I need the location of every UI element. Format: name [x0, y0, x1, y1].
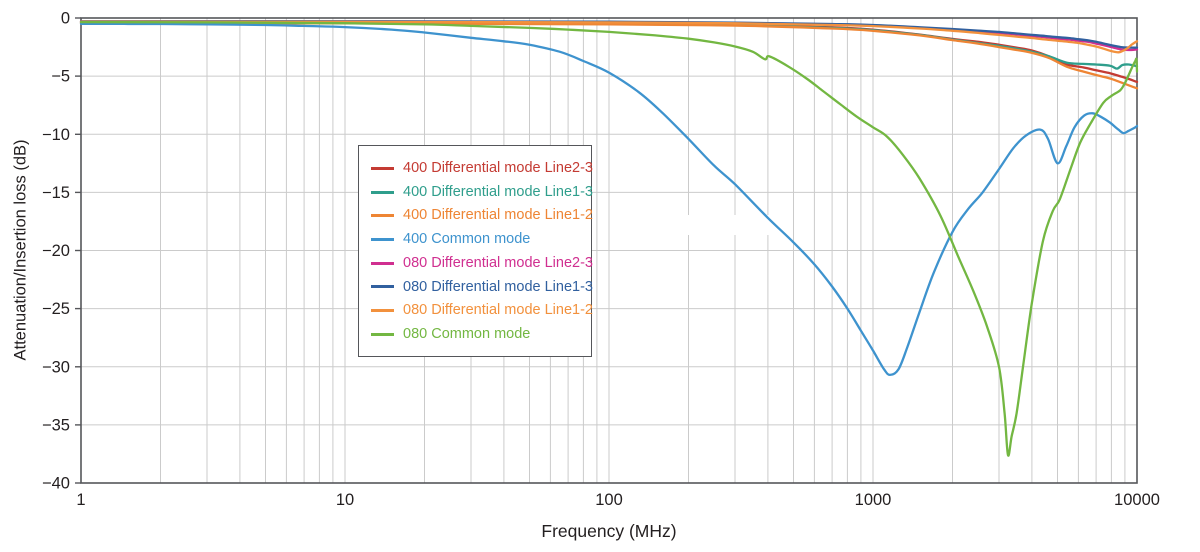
- legend: 400 Differential mode Line2-3 400 Differe…: [358, 145, 593, 357]
- y-tick-label: −40: [42, 475, 70, 493]
- series-line-080-differential-mode-line1-2: [79, 20, 1139, 54]
- series-line-400-common-mode: [79, 22, 1139, 377]
- y-tick-label: 0: [61, 10, 70, 28]
- legend-item: 080 Differential mode Line1-3: [371, 275, 593, 299]
- x-tick-label: 10000: [1114, 491, 1160, 509]
- legend-label: 400 Common mode: [403, 231, 531, 248]
- watermark-artifact: [683, 215, 775, 235]
- y-axis-title: Attenuation/Insertion loss (dB): [11, 139, 30, 361]
- legend-item: 400 Differential mode Line2-3: [371, 157, 593, 181]
- legend-line-swatch: [371, 261, 394, 265]
- y-tick-label: −10: [42, 126, 70, 144]
- legend-line-swatch: [371, 214, 394, 218]
- legend-line-swatch: [371, 332, 394, 336]
- series-curves: [79, 20, 1139, 457]
- legend-label: 400 Differential mode Line1-3: [403, 183, 593, 200]
- y-tick-label: −15: [42, 184, 70, 202]
- y-tick-label: −20: [42, 242, 70, 260]
- legend-label: 400 Differential mode Line1-2: [403, 207, 593, 224]
- legend-label: 080 Common mode: [403, 325, 531, 342]
- legend-item: 080 Differential mode Line1-2: [371, 299, 593, 323]
- series-line-080-common-mode: [79, 20, 1139, 457]
- legend-line-swatch: [371, 166, 394, 170]
- x-axis-title: Frequency (MHz): [541, 521, 677, 541]
- legend-line-swatch: [371, 237, 394, 241]
- grid: [81, 18, 1137, 483]
- y-tick-label: −30: [42, 358, 70, 376]
- x-tick-label: 10: [336, 491, 354, 509]
- legend-line-swatch: [371, 308, 394, 312]
- series-line-400-differential-mode-line1-2: [79, 21, 1139, 90]
- legend-label: 080 Differential mode Line2-3: [403, 254, 593, 271]
- x-tick-label: 100: [595, 491, 623, 509]
- legend-item: 080 Differential mode Line2-3: [371, 251, 593, 275]
- tick-labels: 0 −5 −10 −15 −20 −25 −30 −35 −40 1 10 100 1000 10000: [42, 10, 1160, 510]
- legend-item: 400 Differential mode Line1-2: [371, 204, 593, 228]
- y-tick-label: −25: [42, 300, 70, 318]
- legend-line-swatch: [371, 285, 394, 289]
- legend-item: 080 Common mode: [371, 322, 591, 346]
- y-tick-label: −35: [42, 416, 70, 434]
- legend-line-swatch: [371, 190, 394, 194]
- y-ticks: [75, 17, 81, 484]
- legend-label: 400 Differential mode Line2-3: [403, 160, 593, 177]
- legend-item: 400 Common mode: [371, 228, 591, 252]
- legend-label: 080 Differential mode Line1-2: [403, 302, 593, 319]
- x-tick-label: 1000: [855, 491, 892, 509]
- x-tick-label: 1: [76, 491, 85, 509]
- legend-item: 400 Differential mode Line1-3: [371, 180, 593, 204]
- y-tick-label: −5: [51, 68, 70, 86]
- legend-label: 080 Differential mode Line1-3: [403, 278, 593, 295]
